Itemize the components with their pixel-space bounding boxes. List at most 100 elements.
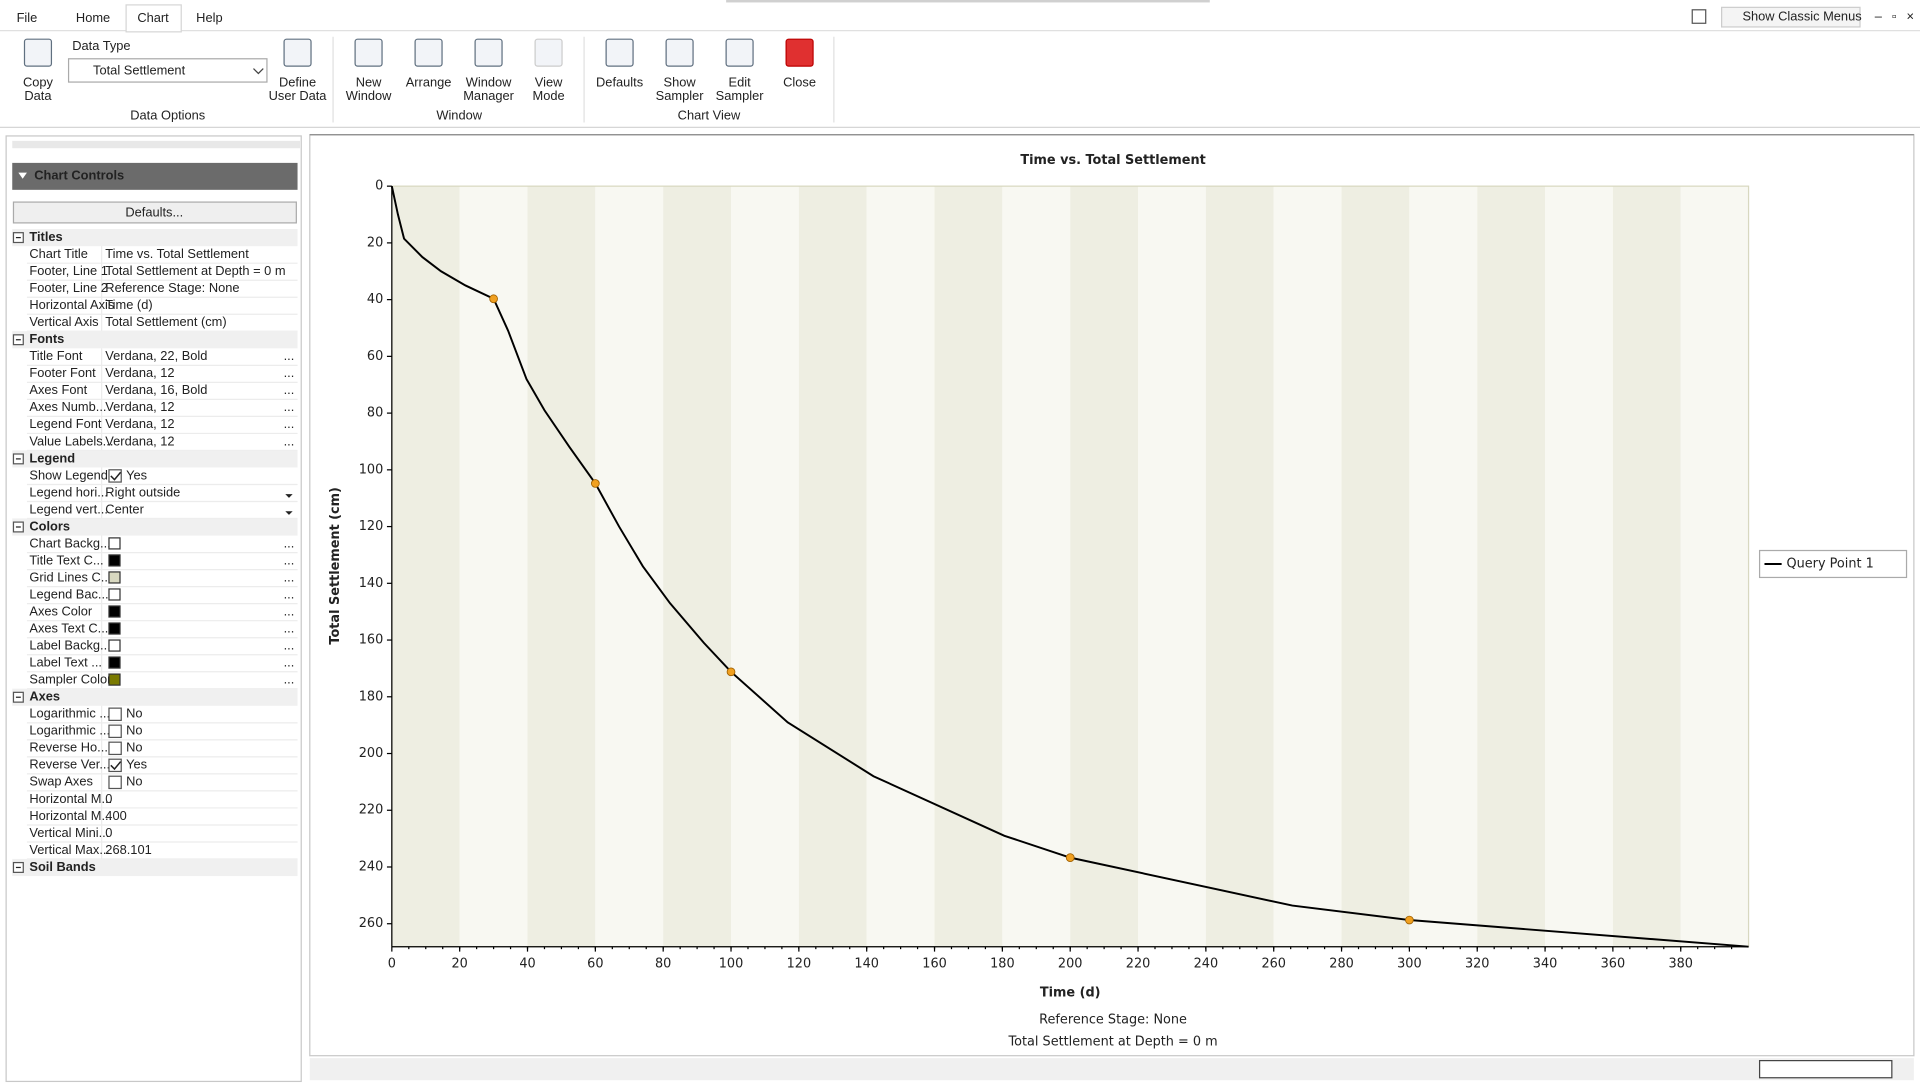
- ribbon-tab[interactable]: Home: [76, 10, 110, 25]
- row-value[interactable]: Verdana, 16, Bold: [105, 382, 207, 397]
- checkbox[interactable]: [108, 469, 122, 483]
- color-swatch[interactable]: [108, 673, 121, 686]
- row-label: Chart Title: [29, 246, 88, 261]
- ribbon-tab[interactable]: Help: [196, 10, 222, 25]
- checkbox[interactable]: [108, 775, 122, 790]
- button-label[interactable]: Sampler: [656, 88, 705, 103]
- button-label[interactable]: Close: [783, 75, 816, 90]
- button-label[interactable]: Edit: [729, 75, 752, 90]
- button-icon[interactable]: [534, 38, 563, 67]
- button-label[interactable]: Define: [279, 75, 316, 90]
- color-swatch[interactable]: [108, 605, 121, 618]
- x-tick-label: 300: [1397, 956, 1422, 971]
- window-ctl[interactable]: ×: [1906, 9, 1914, 24]
- plot-band: [459, 186, 528, 947]
- defaults-label[interactable]: Defaults...: [125, 204, 183, 219]
- window-ctl[interactable]: –: [1875, 9, 1883, 24]
- button-label[interactable]: New: [356, 75, 382, 90]
- row-value[interactable]: Time (d): [105, 297, 152, 312]
- button-icon[interactable]: [23, 38, 53, 67]
- button-icon[interactable]: [354, 38, 383, 67]
- button-label[interactable]: Window: [346, 88, 392, 103]
- row-value[interactable]: Center: [105, 501, 144, 516]
- color-swatch[interactable]: [108, 537, 121, 550]
- panel-title: Chart Controls: [34, 168, 124, 183]
- ellipsis: ...: [284, 672, 295, 687]
- ellipsis: ...: [284, 416, 295, 431]
- button-label[interactable]: User Data: [269, 88, 328, 103]
- status-box: [1758, 1059, 1893, 1079]
- button-icon[interactable]: [605, 38, 634, 67]
- ellipsis: ...: [284, 399, 295, 414]
- button-label[interactable]: Arrange: [406, 75, 452, 90]
- row-label: Horizontal Axis: [29, 297, 114, 312]
- checkbox[interactable]: [108, 741, 122, 756]
- window-ctl[interactable]: ▫: [1892, 9, 1897, 24]
- row-value[interactable]: Total Settlement at Depth = 0 m: [105, 263, 285, 278]
- button-icon[interactable]: [283, 38, 312, 67]
- data-type-value[interactable]: Total Settlement: [93, 62, 186, 77]
- section-title: Fonts: [29, 331, 64, 346]
- row-label: Vertical Mini...: [29, 825, 109, 840]
- status-bar: [309, 1058, 1914, 1081]
- y-tick-label: 180: [359, 689, 384, 704]
- row-value[interactable]: 400: [105, 808, 126, 823]
- checkbox[interactable]: [108, 758, 122, 773]
- button-icon[interactable]: [785, 38, 814, 67]
- checkbox[interactable]: [108, 724, 122, 739]
- color-swatch[interactable]: [108, 639, 121, 652]
- ribbon-tab[interactable]: File: [17, 10, 38, 25]
- button-icon[interactable]: [414, 38, 443, 67]
- row-value[interactable]: Verdana, 22, Bold: [105, 348, 207, 363]
- row-value[interactable]: Right outside: [105, 484, 180, 499]
- row-label: Grid Lines C...: [29, 569, 111, 584]
- button-icon[interactable]: [725, 38, 754, 67]
- ribbon-tab[interactable]: Chart: [137, 10, 169, 25]
- color-swatch[interactable]: [108, 622, 121, 635]
- plot-band: [1273, 186, 1342, 947]
- color-swatch[interactable]: [108, 656, 121, 669]
- chart-footer: Total Settlement at Depth = 0 m: [1007, 1035, 1217, 1050]
- plot-band: [1138, 186, 1206, 947]
- legend-label[interactable]: Query Point 1: [1787, 556, 1874, 571]
- defaults-btn[interactable]: [12, 201, 297, 224]
- row-label: Horizontal M...: [29, 791, 112, 806]
- button-label[interactable]: Manager: [463, 88, 514, 103]
- button-label[interactable]: Show: [664, 75, 697, 90]
- button-label[interactable]: View: [535, 75, 563, 90]
- dropdown-arrow: [253, 68, 264, 75]
- row-value[interactable]: Verdana, 12: [105, 416, 174, 431]
- button-label[interactable]: Copy: [23, 75, 54, 90]
- data-type-dropdown[interactable]: [67, 58, 268, 83]
- dropdown-arrow: [285, 494, 293, 498]
- row-value[interactable]: Reference Stage: None: [105, 280, 239, 295]
- row-value[interactable]: 0: [105, 825, 112, 840]
- button-label[interactable]: Sampler: [716, 88, 765, 103]
- row-value[interactable]: Verdana, 12: [105, 365, 174, 380]
- series-line: [390, 185, 1749, 948]
- button-label[interactable]: Window: [466, 75, 512, 90]
- color-swatch[interactable]: [108, 571, 121, 584]
- panel-bg: [5, 135, 302, 1083]
- sample-marker: [591, 479, 600, 488]
- classic-menus[interactable]: Show Classic Menus: [1742, 9, 1861, 24]
- row-value[interactable]: Total Settlement (cm): [105, 314, 226, 329]
- checkbox[interactable]: [108, 707, 122, 721]
- section-bg: [12, 518, 298, 536]
- button-label[interactable]: Mode: [533, 88, 565, 103]
- row-value[interactable]: Verdana, 12: [105, 399, 174, 414]
- color-swatch[interactable]: [108, 554, 121, 567]
- x-tick-label: 260: [1261, 956, 1286, 971]
- classic-btn[interactable]: [1721, 6, 1861, 28]
- button-icon[interactable]: [665, 38, 694, 67]
- row-value[interactable]: 268.101: [105, 842, 151, 857]
- color-swatch[interactable]: [108, 588, 121, 601]
- button-label[interactable]: Data: [24, 88, 52, 103]
- row-value[interactable]: 0: [105, 791, 112, 806]
- button-label[interactable]: Defaults: [596, 75, 643, 90]
- row-value[interactable]: Time vs. Total Settlement: [105, 246, 249, 261]
- y-tick-label: 260: [359, 916, 384, 931]
- row-value[interactable]: Verdana, 12: [105, 433, 174, 448]
- row-label: Legend hori...: [29, 484, 108, 499]
- button-icon[interactable]: [474, 38, 503, 67]
